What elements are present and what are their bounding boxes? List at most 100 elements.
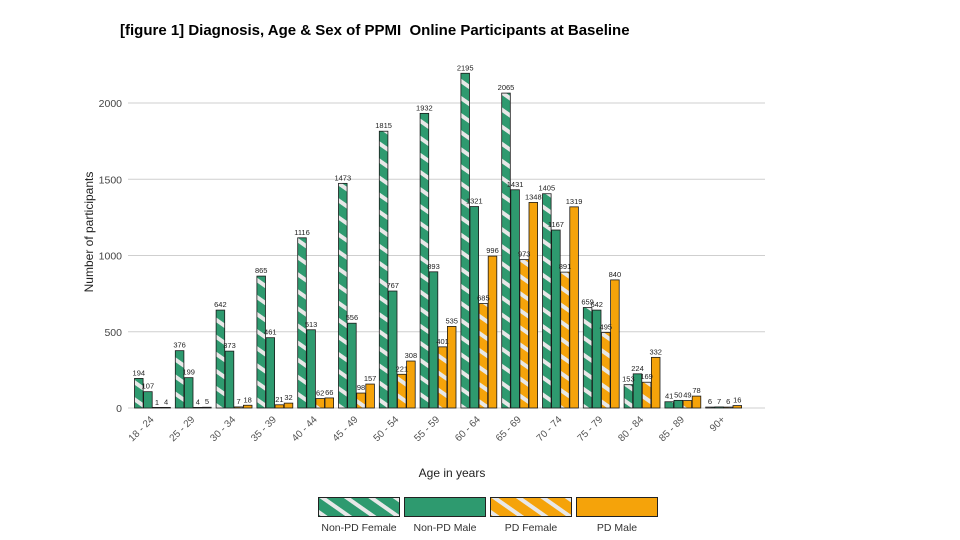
legend-item-non-pd-male: Non-PD Male (404, 497, 486, 534)
bar-pd-female (519, 259, 529, 409)
y-tick-label: 500 (104, 327, 122, 339)
bar-non-pd-male (714, 406, 724, 409)
data-label: 376 (173, 341, 186, 350)
x-tick-label: 35 - 39 (249, 414, 279, 444)
x-axis-label: Age in years (419, 466, 486, 480)
bar-non-pd-male (224, 350, 235, 409)
bar-pd-female (356, 392, 366, 409)
legend-swatch-pd-female (490, 497, 572, 517)
bar-non-pd-male (592, 309, 602, 409)
bar-pd-female (233, 406, 244, 409)
x-tick-label: 18 - 24 (127, 414, 157, 444)
data-label: 1167 (548, 220, 564, 229)
data-label: 1431 (507, 180, 524, 189)
data-label: 98 (357, 383, 365, 392)
bar-pd-male (528, 202, 539, 409)
legend-label-non-pd-female: Non-PD Female (321, 522, 397, 534)
legend-label-pd-female: PD Female (504, 522, 558, 534)
data-label: 153 (622, 375, 635, 384)
bar-non-pd-female (338, 182, 348, 409)
data-label: 224 (631, 364, 644, 373)
bar-pd-male (406, 360, 416, 409)
data-label: 996 (486, 246, 499, 255)
x-tick-label: 70 - 74 (535, 414, 565, 444)
bar-non-pd-female (419, 112, 430, 409)
bar-non-pd-male (673, 399, 684, 409)
data-label: 7 (717, 397, 721, 406)
data-label: 16 (733, 396, 741, 405)
bars (134, 72, 743, 409)
data-label: 659 (581, 298, 594, 307)
data-label: 49 (683, 391, 691, 400)
bar-non-pd-female (215, 309, 226, 409)
bar-pd-male (446, 326, 457, 409)
y-tick-label: 1500 (99, 174, 123, 186)
bar-non-pd-female (378, 130, 389, 409)
bar-non-pd-male (306, 329, 316, 409)
data-label: 332 (649, 347, 662, 356)
y-tick-label: 1000 (99, 251, 123, 263)
y-tick-label: 0 (116, 403, 122, 415)
bar-pd-male (487, 255, 498, 409)
data-label: 1932 (416, 103, 433, 112)
data-label: 6 (708, 397, 712, 406)
data-label: 221 (396, 364, 409, 373)
data-label: 66 (325, 388, 333, 397)
bar-pd-female (723, 406, 733, 409)
bar-pd-female (560, 271, 570, 409)
bar-pd-female (478, 303, 489, 409)
legend-item-non-pd-female: Non-PD Female (318, 497, 400, 534)
legend-swatch-non-pd-female (318, 497, 400, 517)
data-label: 461 (264, 328, 277, 337)
data-label: 1815 (375, 121, 392, 130)
data-label: 535 (445, 316, 458, 325)
data-label: 2065 (498, 83, 515, 92)
x-tick-label: 55 - 59 (412, 414, 442, 444)
bar-pd-female (437, 346, 448, 409)
bar-non-pd-female (297, 237, 307, 409)
data-label: 891 (559, 262, 572, 271)
y-axis-label: Number of participants (82, 172, 96, 293)
data-label: 865 (255, 266, 268, 275)
bar-non-pd-male (387, 290, 398, 409)
data-label: 893 (427, 262, 440, 271)
bar-non-pd-female (623, 384, 634, 409)
bar-pd-male (732, 405, 743, 409)
data-label: 62 (316, 389, 324, 398)
y-tick-label: 2000 (99, 98, 123, 110)
bar-non-pd-female (460, 72, 470, 409)
data-label: 840 (609, 270, 622, 279)
x-tick-label: 30 - 34 (208, 414, 238, 444)
bar-non-pd-female (256, 275, 266, 409)
legend-swatch-pd-male (576, 497, 658, 517)
bar-non-pd-male (551, 229, 561, 409)
bar-pd-male (202, 406, 212, 409)
data-label: 495 (600, 323, 613, 332)
bar-pd-male (569, 206, 579, 409)
x-tick-label: 75 - 79 (576, 414, 606, 444)
data-label: 1 (155, 398, 159, 407)
bar-non-pd-male (143, 391, 153, 409)
data-label: 308 (405, 351, 418, 360)
bar-non-pd-male (428, 271, 439, 409)
data-label: 199 (182, 368, 195, 377)
data-label: 78 (692, 386, 700, 395)
x-axis: 18 - 24 25 - 29 30 - 34 35 - 39 40 - 44 45 - … (127, 414, 728, 444)
bar-non-pd-male (510, 189, 520, 409)
bar-non-pd-female (542, 193, 552, 409)
bar-non-pd-female (134, 378, 144, 409)
data-label: 18 (244, 395, 252, 404)
data-label: 556 (346, 313, 359, 322)
bar-pd-female (315, 398, 325, 409)
bar-pd-male (691, 395, 702, 409)
bar-non-pd-female (501, 92, 511, 409)
bar-pd-female (193, 406, 203, 409)
data-label: 973 (518, 250, 531, 259)
bar-pd-female (274, 404, 285, 409)
legend-label-pd-male: PD Male (596, 522, 638, 534)
chart-title: [figure 1] Diagnosis, Age & Sex of PPMI … (120, 22, 630, 39)
data-label: 169 (640, 372, 653, 381)
bar-non-pd-male (469, 206, 480, 409)
